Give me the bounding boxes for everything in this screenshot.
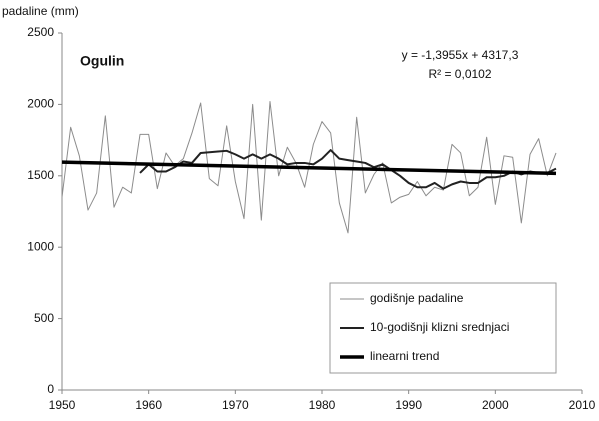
y-tick-label: 1000 bbox=[27, 239, 54, 253]
x-tick-label: 2000 bbox=[482, 398, 509, 412]
series-line bbox=[61, 160, 557, 176]
x-tick-label: 1970 bbox=[222, 398, 249, 412]
y-tick-label: 1500 bbox=[27, 168, 54, 182]
x-tick-label: 1950 bbox=[49, 398, 76, 412]
y-tick-label: 2500 bbox=[27, 25, 54, 39]
legend-label: 10-godišnji klizni srednjaci bbox=[370, 320, 509, 334]
r-squared: R² = 0,0102 bbox=[428, 67, 491, 81]
legend-box bbox=[329, 282, 557, 374]
x-tick-label: 1990 bbox=[395, 398, 422, 412]
x-tick-label: 1960 bbox=[135, 398, 162, 412]
y-tick-label: 500 bbox=[34, 311, 54, 325]
y-tick-label: 2000 bbox=[27, 97, 54, 111]
x-tick-label: 1980 bbox=[309, 398, 336, 412]
chart-title: Ogulin bbox=[80, 53, 124, 69]
x-tick-label: 2010 bbox=[569, 398, 596, 412]
y-axis-label: padaline (mm) bbox=[2, 4, 79, 18]
legend-label: linearni trend bbox=[370, 349, 439, 363]
y-tick-label: 0 bbox=[47, 382, 54, 396]
equation: y = -1,3955x + 4317,3 bbox=[402, 48, 519, 62]
series-line bbox=[139, 149, 557, 190]
series-line bbox=[61, 101, 557, 234]
legend-label: godišnje padaline bbox=[370, 291, 464, 305]
